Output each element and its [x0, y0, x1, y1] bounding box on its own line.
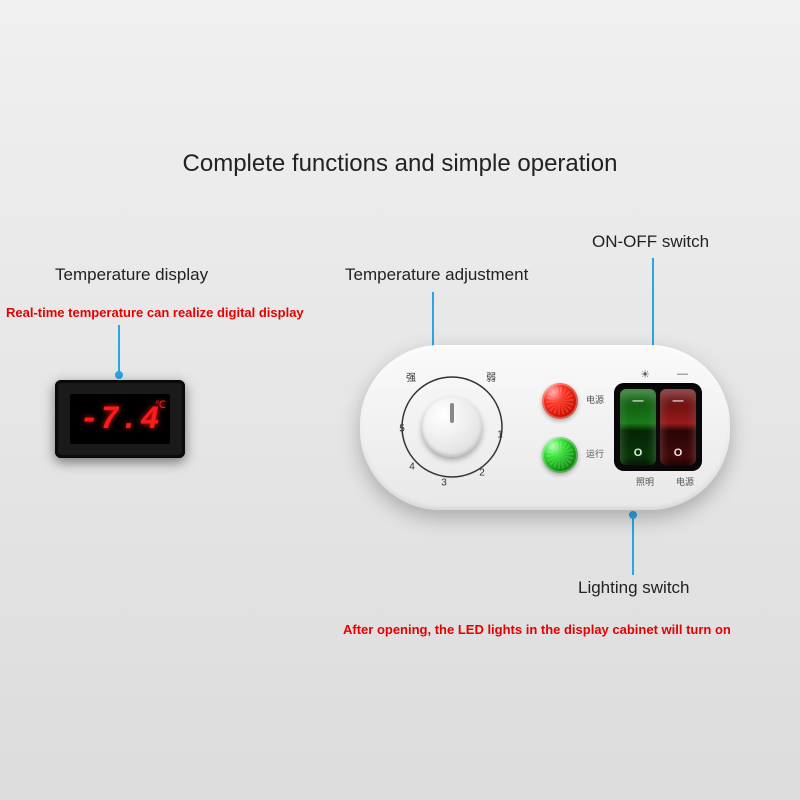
label-onoff-switch: ON-OFF switch: [592, 232, 709, 252]
dial-num-2: 2: [479, 468, 485, 479]
dial-num-1: 1: [497, 430, 503, 441]
light-bulb-icon: ☀: [640, 368, 650, 381]
dial-num-5: 5: [399, 424, 405, 435]
main-title: Complete functions and simple operation: [0, 150, 800, 178]
power-line-icon: —: [677, 368, 688, 380]
dial-knob[interactable]: [422, 397, 482, 457]
lighting-switch-label: 照明: [636, 475, 654, 488]
power-indicator-light: [542, 383, 578, 419]
label-temp-display: Temperature display: [55, 265, 208, 285]
rocker-mark-off: O: [634, 447, 643, 459]
note-temp-realtime: Real-time temperature can realize digita…: [6, 305, 304, 320]
temperature-dial[interactable]: 弱 强 1 2 3 4 5: [388, 363, 516, 491]
rocker-mark-on: —: [633, 395, 644, 407]
temperature-unit: ℃: [155, 400, 166, 411]
temperature-value: -7.4: [80, 401, 161, 438]
callout-onoff: [652, 258, 654, 353]
power-switch-label: 电源: [676, 475, 694, 488]
callout-temp-display: [118, 325, 120, 375]
power-indicator-label: 电源: [586, 393, 604, 406]
rocker-mark-off: O: [674, 447, 683, 459]
dial-label-strong: 强: [406, 369, 416, 384]
run-indicator-label: 运行: [586, 447, 604, 460]
note-lighting: After opening, the LED lights in the dis…: [343, 622, 731, 637]
rocker-mark-on: —: [673, 395, 684, 407]
temperature-display-module: -7.4 ℃: [55, 380, 185, 458]
dial-num-4: 4: [409, 462, 415, 473]
label-temp-adjust: Temperature adjustment: [345, 265, 528, 285]
label-lighting-switch: Lighting switch: [578, 578, 690, 598]
run-indicator-light: [542, 437, 578, 473]
power-rocker-switch[interactable]: — O: [660, 389, 696, 465]
dial-label-weak: 弱: [486, 369, 496, 384]
dial-num-3: 3: [441, 478, 447, 489]
control-panel: 弱 强 1 2 3 4 5 电源 运行 ☀ — — O — O 照明 电源: [360, 345, 730, 510]
rocker-switch-bay: — O — O: [614, 383, 702, 471]
callout-lighting: [632, 515, 634, 575]
lighting-rocker-switch[interactable]: — O: [620, 389, 656, 465]
temperature-screen: -7.4 ℃: [70, 394, 170, 444]
